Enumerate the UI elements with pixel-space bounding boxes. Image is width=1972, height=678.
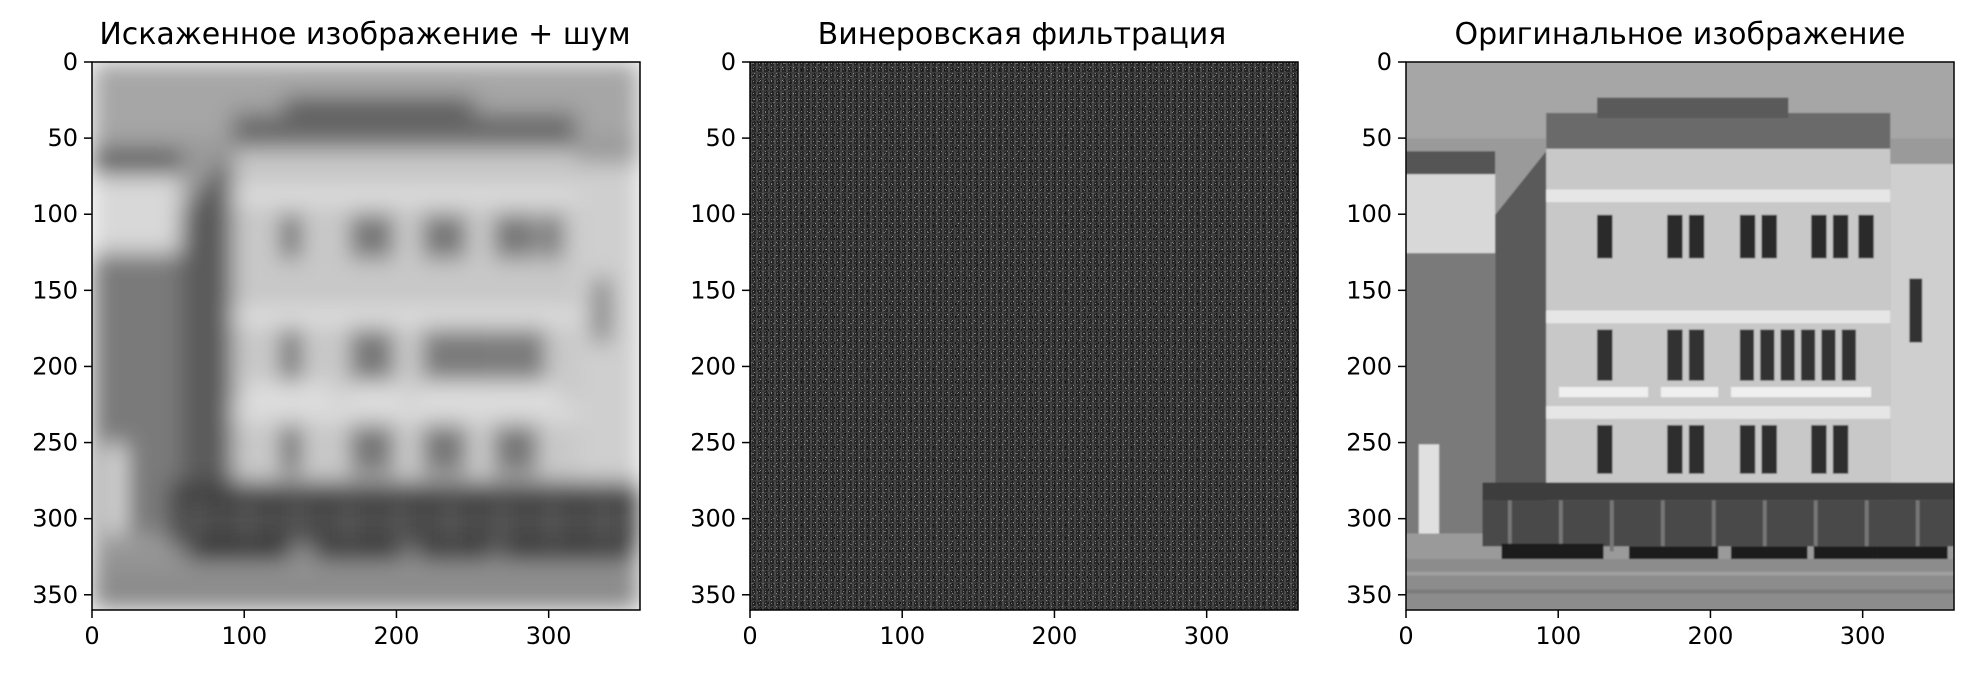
axis-ticks: 0 100 200 300 0 50 100 150 200 250 300 350 (32, 48, 571, 650)
axes-frame (91, 61, 641, 611)
y-tick-label: 250 (32, 429, 78, 457)
y-tick-label: 200 (32, 352, 78, 380)
x-tick-label: 0 (84, 622, 99, 650)
x-tick-label: 300 (526, 622, 572, 650)
y-tick-label: 50 (1361, 124, 1392, 152)
x-tick-label: 200 (1688, 622, 1734, 650)
y-tick-label: 0 (63, 48, 78, 76)
x-tick-label: 100 (221, 622, 267, 650)
panel-title: Искаженное изображение + шум (99, 17, 630, 52)
x-tick-label: 0 (742, 622, 757, 650)
y-tick-label: 100 (32, 200, 78, 228)
y-tick-label: 250 (690, 429, 736, 457)
panel-original: Оригинальное изображение 0 100 200 300 0 50 10… (1346, 17, 1955, 650)
x-tick-label: 300 (1184, 622, 1230, 650)
y-tick-label: 0 (1377, 48, 1392, 76)
y-tick-label: 50 (705, 124, 736, 152)
y-tick-label: 150 (32, 276, 78, 304)
y-tick-label: 150 (690, 276, 736, 304)
panel-title: Винеровская фильтрация (818, 17, 1227, 52)
panel-wiener: Винеровская фильтрация 0 100 200 300 0 50 100 1… (690, 17, 1299, 650)
y-tick-label: 350 (32, 581, 78, 609)
axis-ticks: 0 100 200 300 0 50 100 150 200 250 300 350 (1346, 48, 1885, 650)
axes-frame (1405, 61, 1955, 611)
x-tick-label: 300 (1840, 622, 1886, 650)
y-tick-label: 350 (1346, 581, 1392, 609)
y-tick-label: 100 (1346, 200, 1392, 228)
x-tick-label: 200 (374, 622, 420, 650)
panel-title: Оригинальное изображение (1454, 17, 1905, 52)
original-image (1406, 62, 1954, 610)
axes-frame (749, 61, 1299, 611)
y-tick-label: 300 (690, 505, 736, 533)
y-tick-label: 300 (32, 505, 78, 533)
y-tick-label: 100 (690, 200, 736, 228)
x-tick-label: 100 (1535, 622, 1581, 650)
x-tick-label: 0 (1398, 622, 1413, 650)
degraded-image (92, 62, 640, 610)
y-tick-label: 200 (1346, 352, 1392, 380)
y-tick-label: 0 (721, 48, 736, 76)
panel-degraded: Искаженное изображение + шум 0 100 200 3000… (32, 17, 641, 650)
y-tick-label: 350 (690, 581, 736, 609)
y-tick-label: 50 (47, 124, 78, 152)
y-tick-label: 300 (1346, 505, 1392, 533)
y-tick-label: 150 (1346, 276, 1392, 304)
axis-ticks: 0 100 200 300 0 50 100 150 200 250 300 350 (690, 48, 1229, 650)
x-tick-label: 200 (1032, 622, 1078, 650)
y-tick-label: 200 (690, 352, 736, 380)
x-tick-label: 100 (879, 622, 925, 650)
y-tick-label: 250 (1346, 429, 1392, 457)
